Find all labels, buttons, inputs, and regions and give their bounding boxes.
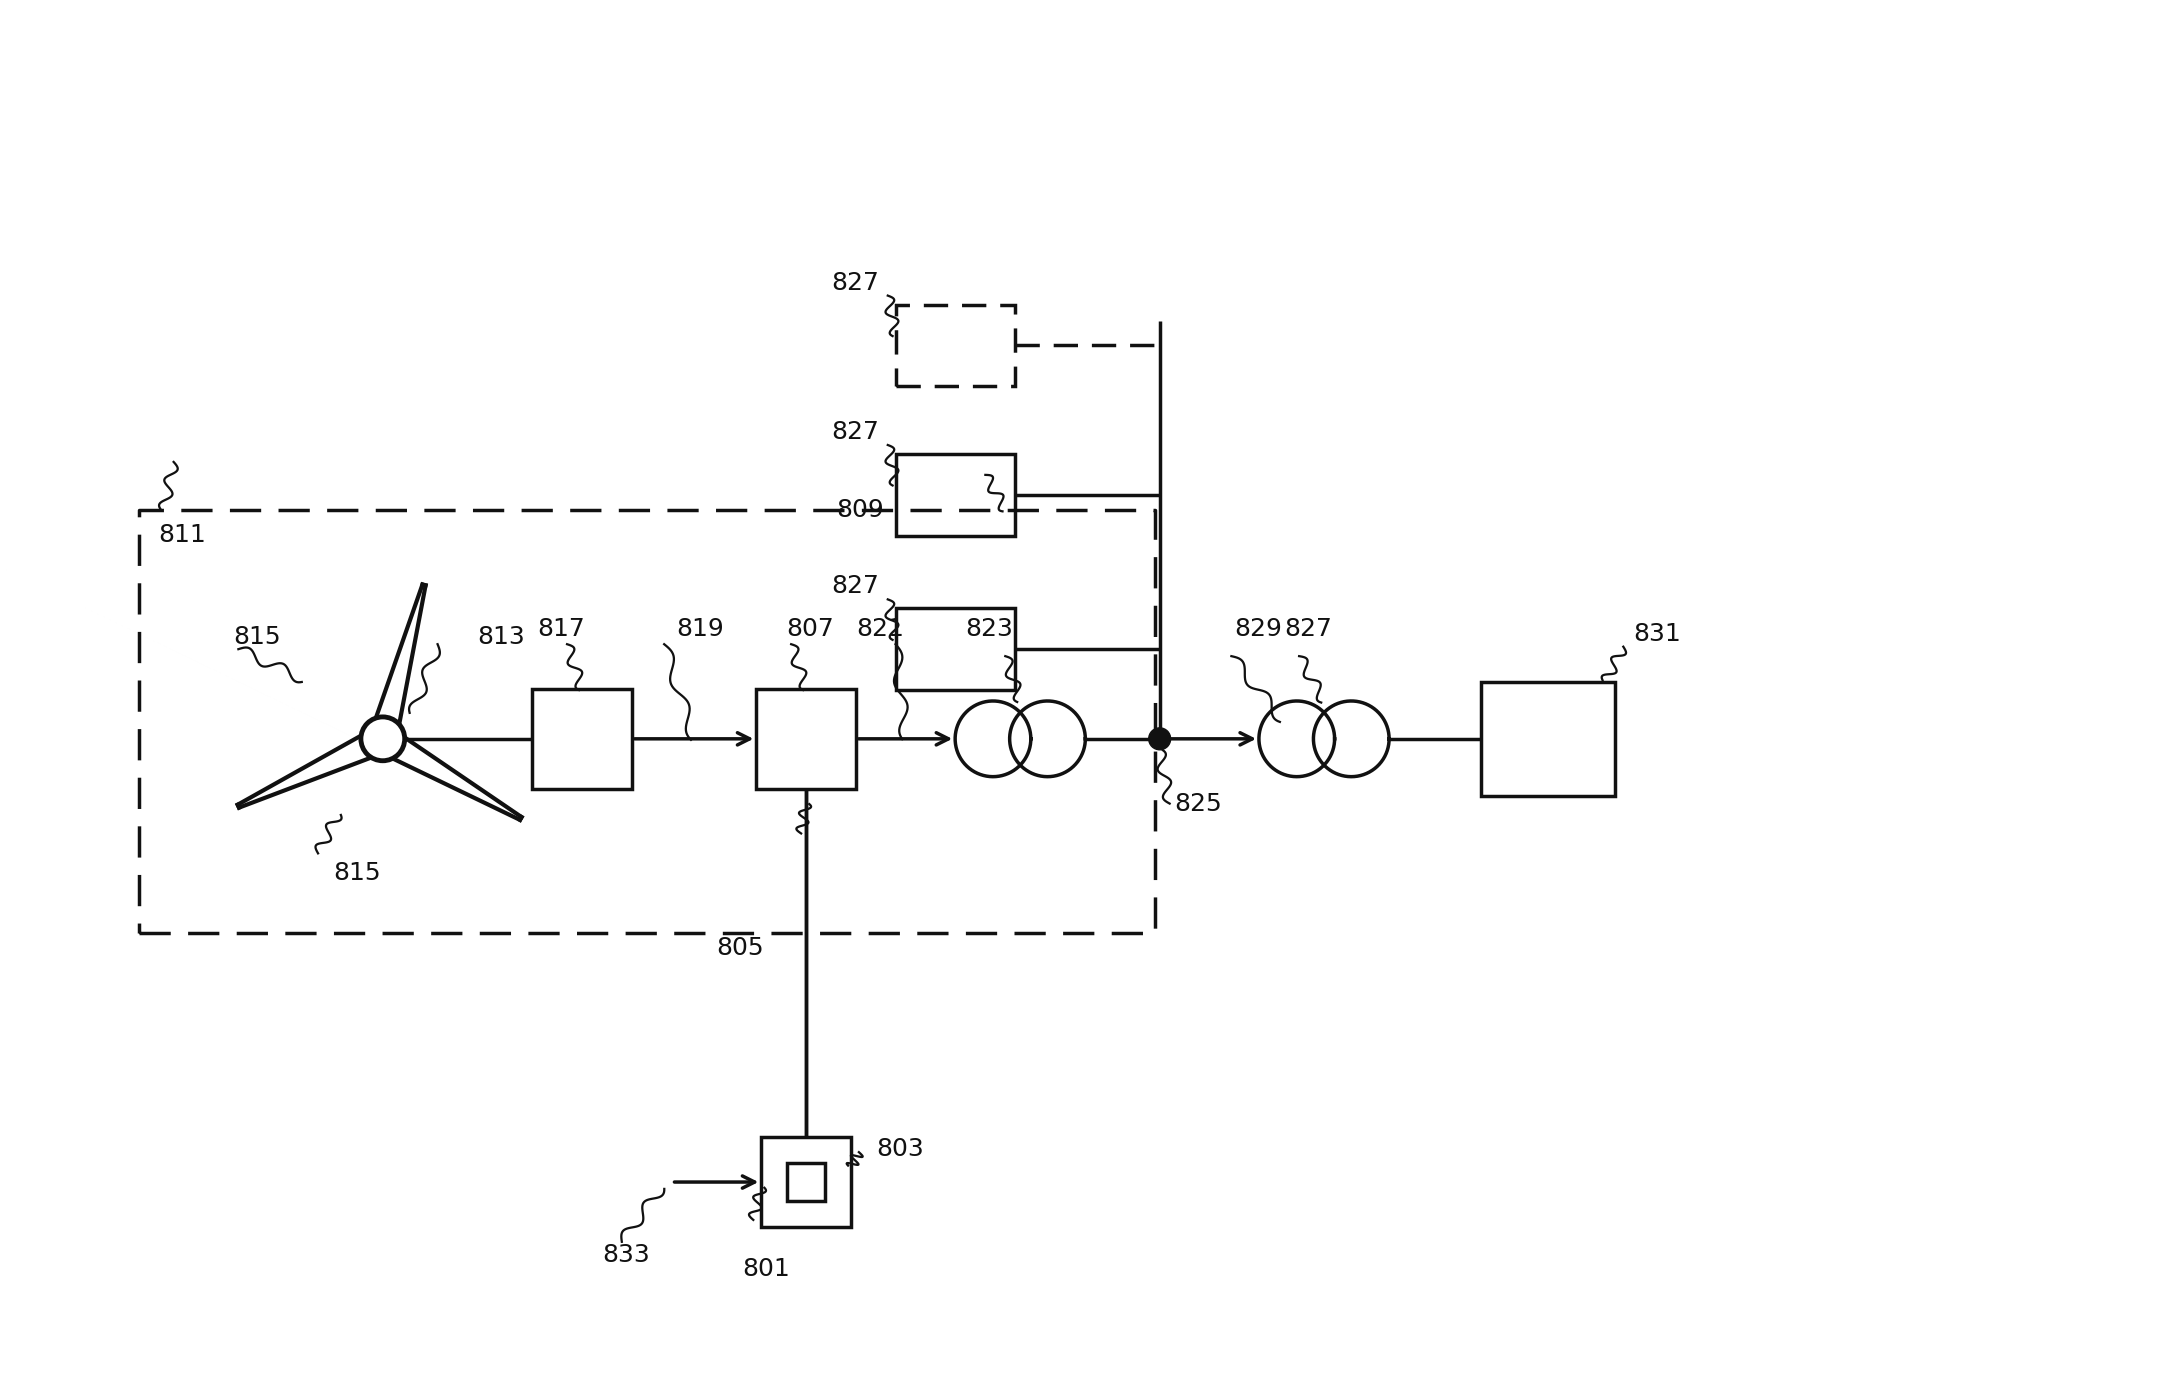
Text: 809: 809 [837,497,884,522]
Polygon shape [375,728,522,820]
Text: 815: 815 [332,861,380,885]
Text: 817: 817 [537,617,585,642]
Text: 821: 821 [856,617,904,642]
Bar [895,454,1016,536]
Polygon shape [369,585,425,742]
Text: 805: 805 [716,936,764,960]
Polygon shape [237,726,388,807]
Text: 825: 825 [1176,792,1223,815]
Circle shape [360,717,406,761]
Text: 827: 827 [830,575,878,599]
Text: 807: 807 [785,617,835,642]
Bar [787,1163,824,1201]
Text: 813: 813 [477,625,524,649]
Text: 829: 829 [1234,617,1281,642]
Text: 819: 819 [677,617,725,642]
Bar [1482,682,1616,796]
Text: 823: 823 [966,617,1014,642]
Text: 815: 815 [233,625,280,649]
Text: 803: 803 [876,1138,923,1161]
Bar [761,1138,850,1226]
Bar [895,608,1016,690]
Text: 801: 801 [742,1257,789,1281]
Bar [757,689,856,789]
Text: 833: 833 [602,1243,649,1267]
Bar [533,689,632,789]
Text: 827: 827 [830,419,878,444]
Text: 827: 827 [1283,617,1333,642]
Bar [895,304,1016,386]
Text: 827: 827 [830,271,878,294]
Text: 831: 831 [1633,622,1680,646]
Circle shape [1150,728,1171,750]
Text: 811: 811 [160,522,207,547]
